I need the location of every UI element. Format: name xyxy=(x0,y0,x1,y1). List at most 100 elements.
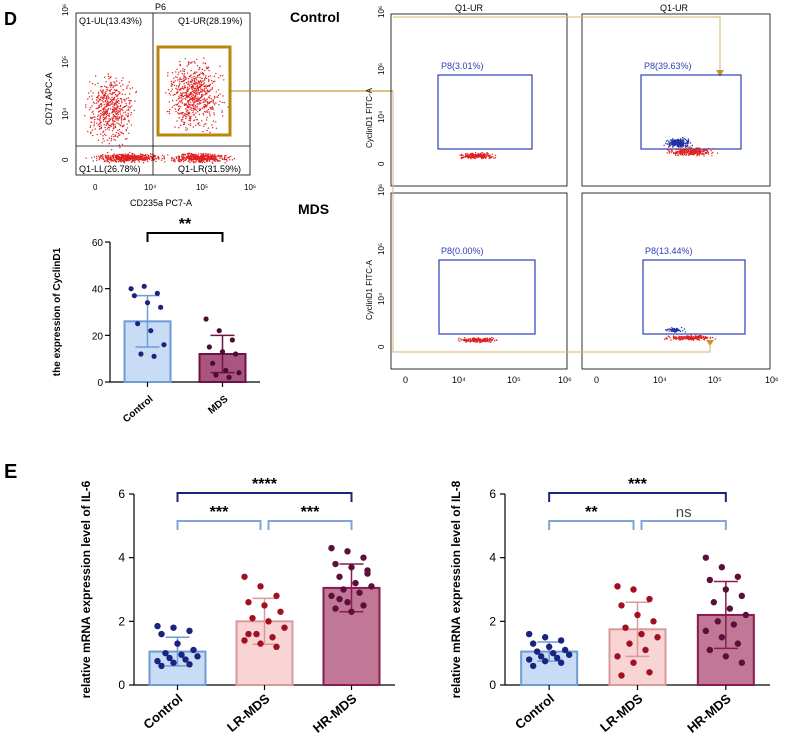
data-point xyxy=(646,595,653,603)
event-dot xyxy=(187,103,190,105)
event-dot xyxy=(98,123,100,125)
event-dot xyxy=(489,157,491,159)
event-dot xyxy=(188,112,191,115)
event-dot xyxy=(98,125,101,128)
event-dot xyxy=(124,138,127,140)
event-dot xyxy=(675,153,677,155)
event-dot xyxy=(707,147,710,150)
event-dot xyxy=(195,97,197,100)
event-dot xyxy=(194,97,196,99)
event-dot xyxy=(111,159,113,161)
event-dot xyxy=(696,154,698,156)
event-dot xyxy=(181,72,183,75)
event-dot xyxy=(200,94,203,96)
event-dot xyxy=(110,124,112,127)
event-dot xyxy=(477,154,479,156)
event-dot xyxy=(689,147,691,149)
event-dot xyxy=(127,84,129,87)
event-dot xyxy=(90,121,92,124)
significance-bracket xyxy=(548,492,727,502)
event-dot xyxy=(190,69,192,72)
event-dot xyxy=(222,115,224,117)
event-dot xyxy=(136,158,138,160)
event-dot xyxy=(117,93,120,95)
facs-plot-frame xyxy=(390,192,568,370)
event-dot xyxy=(191,96,194,99)
event-dot xyxy=(191,77,193,79)
data-point xyxy=(742,611,750,619)
event-dot xyxy=(686,151,688,153)
event-dot xyxy=(186,92,188,95)
event-dot xyxy=(146,159,149,161)
event-dot xyxy=(122,115,124,117)
event-dot xyxy=(685,337,687,340)
event-dot xyxy=(204,161,206,163)
event-dot xyxy=(210,156,212,158)
event-dot xyxy=(182,116,184,118)
event-dot xyxy=(207,155,210,157)
event-dot xyxy=(473,338,475,340)
event-dot xyxy=(124,93,126,96)
event-dot xyxy=(126,104,128,107)
event-dot xyxy=(712,148,714,150)
event-dot xyxy=(184,94,186,97)
event-dot xyxy=(460,338,462,340)
event-dot xyxy=(119,131,121,133)
event-dot xyxy=(198,68,200,71)
event-dot xyxy=(199,97,202,99)
event-dot xyxy=(121,143,124,146)
event-dot xyxy=(667,146,670,148)
event-dot xyxy=(127,158,129,160)
event-dot xyxy=(219,75,222,77)
event-dot xyxy=(226,160,228,162)
event-dot xyxy=(115,110,118,113)
event-dot xyxy=(231,159,234,161)
event-dot xyxy=(491,338,493,341)
event-dot xyxy=(677,141,680,143)
event-dot xyxy=(95,107,98,110)
event-dot xyxy=(95,102,98,104)
event-dot xyxy=(112,133,114,135)
y-axis-label: relative mRNA expression level of IL-8 xyxy=(449,480,463,698)
event-dot xyxy=(176,85,178,87)
event-dot xyxy=(106,155,108,157)
event-dot xyxy=(128,132,130,134)
event-dot xyxy=(683,150,685,152)
event-dot xyxy=(469,338,472,340)
event-dot xyxy=(116,115,118,118)
event-dot xyxy=(183,156,185,159)
event-dot xyxy=(485,340,487,342)
event-dot xyxy=(146,156,148,159)
event-dot xyxy=(121,101,123,104)
event-dot xyxy=(687,337,689,340)
event-dot xyxy=(195,100,197,102)
facs-dots xyxy=(457,137,719,344)
event-dot xyxy=(99,98,102,101)
facs-x-tick: 0 xyxy=(594,375,599,385)
event-dot xyxy=(200,90,202,92)
p8-gate-label: P8(0.00%) xyxy=(441,246,484,256)
event-dot xyxy=(694,150,696,152)
event-dot xyxy=(668,142,670,145)
density-y-tick: 10⁴ xyxy=(61,107,70,120)
event-dot xyxy=(111,154,114,157)
event-dot xyxy=(221,154,223,157)
event-dot xyxy=(118,91,120,93)
event-dot xyxy=(207,91,209,93)
event-dot xyxy=(214,160,216,162)
event-dot xyxy=(680,146,682,148)
event-dot xyxy=(192,126,194,128)
event-dot xyxy=(203,82,205,85)
event-dot xyxy=(194,93,196,95)
event-dot xyxy=(218,104,220,106)
data-point xyxy=(646,669,653,676)
event-dot xyxy=(710,150,712,152)
data-point xyxy=(241,573,248,580)
event-dot xyxy=(203,156,205,159)
event-dot xyxy=(215,72,217,75)
significance-bracket xyxy=(640,520,727,530)
event-dot xyxy=(147,154,149,156)
event-dot xyxy=(88,92,90,94)
data-point xyxy=(178,651,185,658)
event-dot xyxy=(120,116,122,119)
